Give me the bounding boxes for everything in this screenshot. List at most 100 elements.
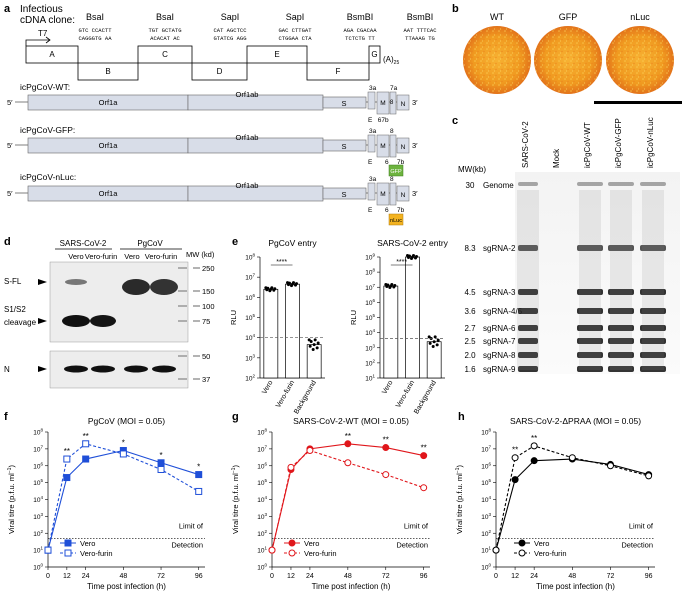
growth-sig-h-0: ** [512,446,518,455]
growth-pt-g-1-4 [382,471,390,479]
gene-6-nluc: 6 [385,207,389,214]
growth-pt-h-1-5 [645,472,653,480]
growth-ylabel-g: Viral titre (p.f.u. ml−1) [231,465,240,534]
entry-ytick-1-6: 106 [365,298,375,307]
fragment-label-D: D [217,67,223,76]
entry-dot-1-2-7 [433,335,437,339]
growth-pt-h-1-1 [511,454,519,462]
wb-band-n-4 [152,365,176,373]
panel-label-h: h [458,411,465,423]
enzyme-1: BsaI [156,12,174,22]
enzyme-0: BsaI [86,12,104,22]
wb-group-pgcov: PgCoV [137,239,163,248]
gel-band-l3-b1 [608,245,634,251]
entry-ylabel-1: RLU [349,310,358,325]
panel-label-e: e [232,236,238,248]
growth-ytick-g-2: 102 [257,529,267,538]
growth-ytick-h-2: 102 [481,529,491,538]
growth-pt-h-0-1 [511,476,519,484]
growth-pt-h-0-2 [530,457,538,465]
growth-xtick-f-24: 24 [82,573,90,580]
m-label-wt: M [380,100,385,107]
fragment-label-E: E [274,50,279,59]
growth-xtick-h-48: 48 [568,573,576,580]
growth-xtick-g-24: 24 [306,573,314,580]
growth-pt-h-1-0 [492,546,500,554]
growth-lod-label1-g: Limit of [404,521,429,530]
scale-bar [594,101,682,104]
fragment-label-B: B [105,67,110,76]
entry-bar-1-1 [405,256,420,379]
wb-band-sfl-4 [150,279,178,295]
entry-dot-1-2-3 [428,341,432,345]
fragment-C [137,45,193,64]
orf1a-label-nluc: Orf1a [99,189,119,198]
growth-ytick-g-0: 100 [257,563,267,572]
growth-ytick-g-4: 104 [257,495,267,504]
wb-band-n-3 [124,365,148,373]
growth-ytick-g-8: 108 [257,428,267,437]
orf1ab-label-nluc: Orf1ab [236,181,259,190]
three-prime-wt: 3′ [412,98,418,107]
gel-band-l2-b0 [577,182,603,186]
growth-ytick-h-5: 105 [481,478,491,487]
entry-ytick-0-7: 107 [245,273,255,282]
m-label-nluc: M [380,191,385,198]
gel-band-l2-b6 [577,352,603,358]
gel-band-l3-b7 [608,366,634,372]
gel-mw-header: MW(kb) [458,165,486,174]
n-label-wt: N [401,101,406,108]
gel-bands [517,182,666,372]
gene-7a-wt: 7a [390,85,398,92]
growth-xtick-g-72: 72 [382,573,390,580]
gel-band-l4-b7 [640,366,666,372]
entry-dot-1-2-2 [435,343,439,347]
entry-dot-1-2-4 [432,340,436,344]
gel-band-l0-b5 [518,338,538,344]
entry-dot-1-1-6 [408,254,411,258]
seq-top-4: AGA CGACAA [343,27,377,34]
entry-dot-0-2-6 [309,339,313,343]
entry-ytick-1-5: 105 [365,313,375,322]
growth-sig-f-0: ** [64,447,70,456]
growth-legend-f-0: Vero [80,539,95,548]
seq-bot-5: TTAAAG TG [405,35,435,42]
entry-ylabel-0: RLU [229,310,238,325]
wb-s1s2-label-1: S1/S2 [4,305,26,314]
gel-smear-2 [579,190,601,370]
growth-legend-h-1: Vero-furin [534,549,567,558]
entry-xlabel-1-1: Vero-furin [395,379,416,409]
gel-band-l0-b6 [518,352,538,358]
gel-band-name-3: sgRNA-4/5 [483,307,523,316]
panel-label-d: d [4,236,11,248]
entry-xlabel-0-0: Vero [261,379,274,395]
growth-xtick-g-96: 96 [420,573,428,580]
growth-xlabel-g: Time post infection (h) [312,582,391,591]
entry-dot-1-0-5 [393,284,397,288]
entry-xlabel-0-2: Background [293,379,318,415]
growth-pt-g-1-1 [287,463,295,471]
seq-top-2: CAT AGCTCC [213,27,247,34]
enzyme-5: BsmBI [407,12,434,22]
entry-bar-1-0 [383,285,399,379]
construct-wt-label: icPgCoV-WT: [20,82,70,92]
growth-pt-f-0-4 [157,459,165,467]
growth-ytick-f-6: 106 [33,461,43,470]
s-label-nluc: S [341,190,346,199]
wb-band-sfl-3 [122,279,150,295]
entry-ytick-0-3: 103 [245,353,255,362]
growth-ytick-g-5: 105 [257,478,267,487]
gel-band-l2-b1 [577,245,603,251]
entry-dot-1-1-5 [415,255,418,258]
gel-band-l4-b1 [640,245,666,251]
seq-bot-2: GTATCG AGG [213,35,246,42]
gfp-box [388,164,404,177]
entry-bar-0-0 [263,288,279,379]
entry-ytick-0-2: 102 [245,374,255,383]
panel-a-title-1: Infectious [20,4,63,15]
growth-pt-g-1-3 [344,459,352,467]
gel-band-l3-b3 [608,308,634,314]
fragment-map: A B C D E F G [25,45,381,81]
entry-xlabel-1-0: Vero [381,379,394,395]
